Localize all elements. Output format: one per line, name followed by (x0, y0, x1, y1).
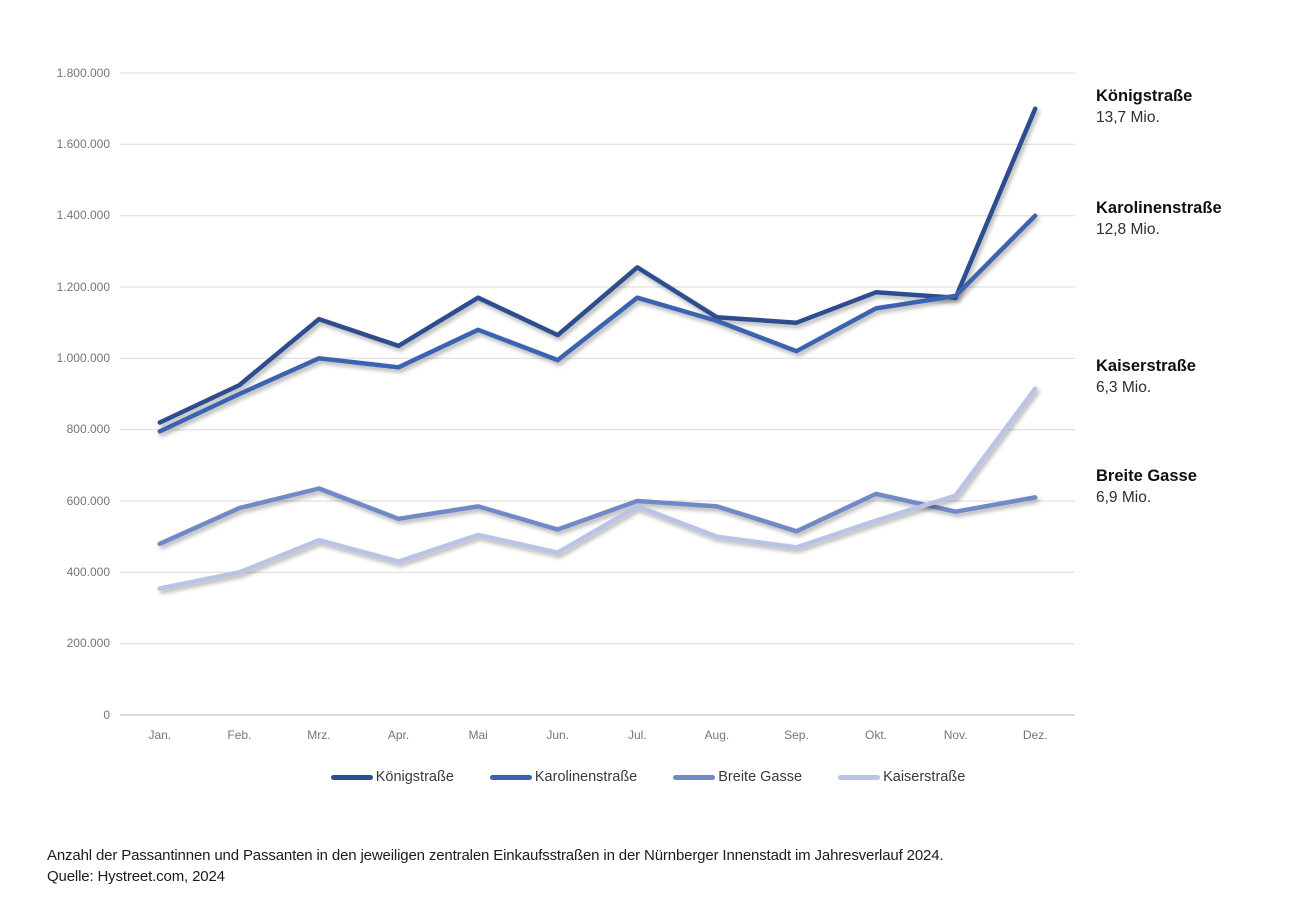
x-tick-label-okt: Okt. (865, 728, 888, 742)
x-tick-label-nov: Nov. (943, 728, 968, 742)
annotation-total-value: 13,7 Mio. (1096, 109, 1160, 126)
legend-line-swatch (489, 774, 532, 780)
series-line-breite-gasse (157, 486, 1038, 547)
series-line-kaiserstrasse (157, 386, 1038, 591)
caption-block: Anzahl der Passantinnen und Passanten in… (47, 845, 1207, 887)
annotation-karolinenstrasse: Karolinenstraße 12,8 Mio. (1096, 198, 1291, 240)
annotation-total-value: 6,3 Mio. (1096, 379, 1152, 396)
plot-area (120, 72, 1075, 716)
annotation-series-name: Breite Gasse (1096, 467, 1197, 485)
annotation-series-name: Karolinenstraße (1096, 199, 1222, 217)
legend-item-karolinenstrasse: Karolinenstraße (489, 769, 638, 785)
annotation-series-name: Königstraße (1096, 87, 1193, 105)
x-tick-label-mai: Mai (468, 728, 488, 742)
y-tick-label: 800.000 (66, 422, 110, 437)
x-tick-label-sep: Sep. (784, 728, 809, 742)
y-tick-label: 200.000 (66, 636, 110, 651)
y-tick-label: 1.800.000 (56, 65, 110, 80)
annotation-total-value: 6,9 Mio. (1096, 489, 1152, 506)
annotation-total-value: 12,8 Mio. (1096, 221, 1160, 238)
legend-line-swatch (673, 774, 716, 780)
y-tick-label: 1.400.000 (56, 208, 110, 223)
y-tick-label: 400.000 (66, 564, 110, 579)
legend-label: Karolinenstraße (534, 769, 638, 785)
x-tick-label-mrz: Mrz. (307, 728, 331, 742)
y-tick-label: 1.000.000 (56, 350, 110, 365)
x-tick-label-jul: Jul. (627, 728, 647, 742)
chart-caption: Anzahl der Passantinnen und Passanten in… (47, 847, 944, 864)
legend-label: Kaiserstraße (883, 769, 966, 785)
legend-label: Königstraße (375, 769, 454, 785)
chart-legend: Königstraße Karolinenstraße Breite Gasse Ka… (0, 769, 1296, 785)
annotation-konigstrasse: Königstraße 13,7 Mio. (1096, 86, 1291, 128)
legend-line-swatch (838, 774, 881, 780)
annotation-breite-gasse: Breite Gasse 6,9 Mio. (1096, 466, 1291, 508)
x-tick-label-dez: Dez. (1022, 728, 1048, 742)
series-line-karolinenstrasse (157, 213, 1038, 434)
x-tick-label-jan: Jan. (148, 728, 172, 742)
annotation-series-name: Kaiserstraße (1096, 357, 1196, 375)
x-tick-label-jun: Jun. (546, 728, 570, 742)
y-tick-label: 1.200.000 (56, 279, 110, 294)
y-tick-label: 0 (103, 707, 110, 722)
y-tick-label: 600.000 (66, 493, 110, 508)
legend-item-kaiserstrasse: Kaiserstraße (838, 769, 965, 785)
chart-source: Quelle: Hystreet.com, 2024 (47, 868, 225, 885)
legend-line-swatch (330, 774, 373, 780)
legend-label: Breite Gasse (718, 769, 803, 785)
x-tick-label-aug: Aug. (704, 728, 730, 742)
series-line-konigstrasse (157, 106, 1038, 425)
legend-item-breite-gasse: Breite Gasse (673, 769, 802, 785)
x-tick-label-feb: Feb. (227, 728, 252, 742)
y-tick-label: 1.600.000 (56, 136, 110, 151)
x-tick-label-apr: Apr. (387, 728, 410, 742)
annotation-kaiserstrasse: Kaiserstraße 6,3 Mio. (1096, 356, 1291, 398)
legend-item-konigstrasse: Königstraße (330, 769, 454, 785)
